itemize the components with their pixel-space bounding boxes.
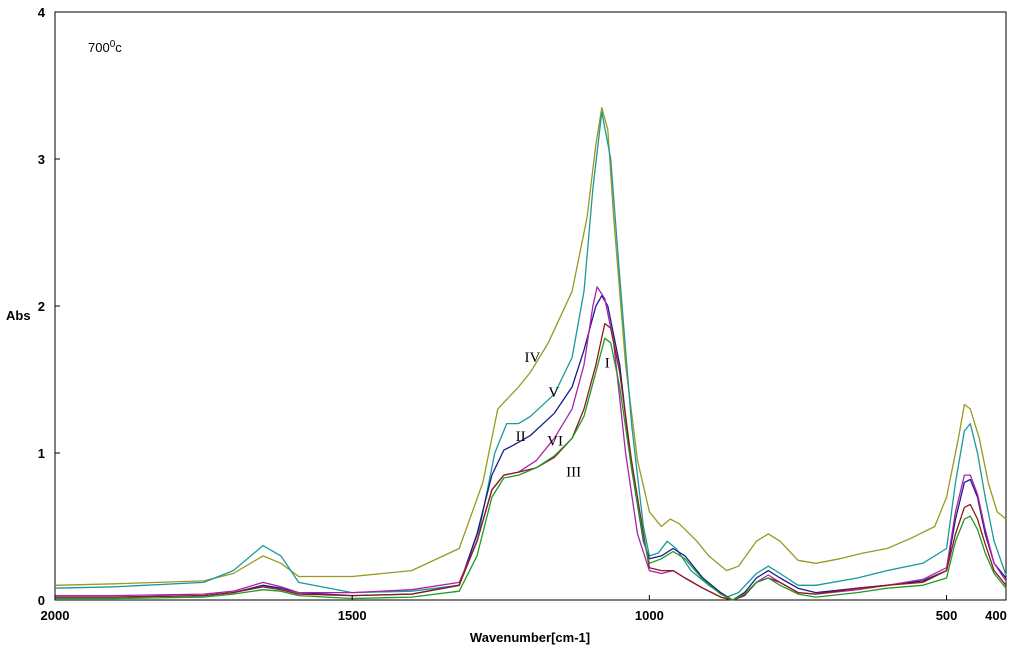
x-tick-label: 1500 [338, 608, 367, 623]
series-annotation: III [566, 465, 581, 481]
series-annotation: IV [525, 350, 541, 366]
series-line-4 [55, 286, 1007, 601]
plot-frame [54, 11, 1007, 601]
series-line-1 [54, 106, 1007, 586]
series-annotation: V [548, 385, 559, 401]
x-tick-label: 1000 [635, 608, 664, 623]
y-tick-label: 2 [38, 299, 45, 314]
series-line-2 [54, 111, 1007, 598]
ticks-layer: 2000 1500 1000 500 400 0 1 2 3 4 [38, 5, 1007, 623]
x-tick-label: 2000 [41, 608, 70, 623]
y-tick-label: 3 [38, 152, 45, 167]
y-tick-label: 1 [38, 446, 45, 461]
series-layer [54, 106, 1007, 601]
temperature-label: 7000c [88, 39, 122, 56]
x-tick-label: 400 [985, 608, 1007, 623]
x-axis-title: Wavenumber[cm-1] [470, 630, 590, 645]
x-tick-label: 500 [936, 608, 958, 623]
y-axis-title: Abs [6, 308, 31, 323]
series-annotation: VI [547, 434, 563, 450]
series-annotation: II [516, 429, 526, 445]
series-line-6 [55, 337, 1007, 601]
y-tick-label: 4 [38, 5, 46, 20]
y-tick-label: 0 [38, 593, 45, 608]
series-annotation: I [605, 356, 610, 372]
